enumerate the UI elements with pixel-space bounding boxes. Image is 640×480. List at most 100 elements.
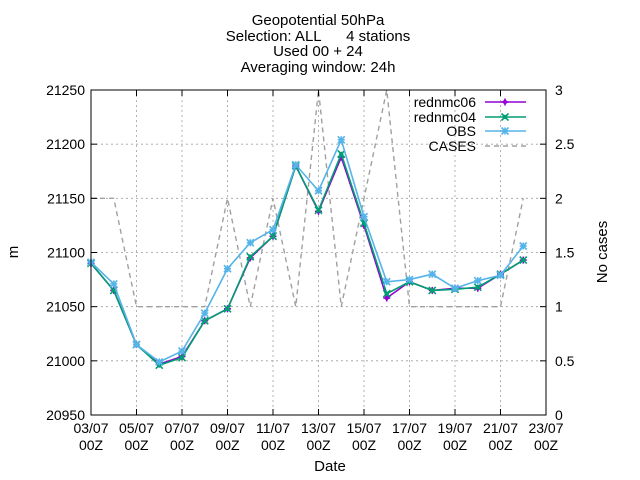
marker-stroke xyxy=(314,186,323,195)
marker-dot xyxy=(502,114,508,120)
x-tick-label-date: 11/07 xyxy=(256,420,290,436)
data-point xyxy=(500,126,510,136)
data-point xyxy=(291,160,300,169)
marker-dot xyxy=(225,306,230,312)
data-point xyxy=(200,309,209,318)
axis-layer: 20950 21000 21050 21100 21150 21200 21250 0 0.5 1… xyxy=(46,82,575,453)
marker-stroke xyxy=(268,225,278,234)
x-tick-label-hour: 00Z xyxy=(124,437,149,453)
y2-tick-label: 3 xyxy=(555,82,563,98)
data-point xyxy=(109,279,118,288)
x-tick-label-date: 19/07 xyxy=(437,420,472,436)
data-point xyxy=(314,186,323,195)
x-tick-label-date: 07/07 xyxy=(164,420,199,436)
data-point xyxy=(223,264,232,273)
marker-stroke xyxy=(223,264,232,273)
data-point xyxy=(450,284,460,293)
data-point xyxy=(155,357,164,366)
marker-stroke xyxy=(337,135,346,144)
x-tick-label-hour: 00Z xyxy=(352,437,377,453)
data-point xyxy=(496,271,505,280)
marker-stroke xyxy=(428,270,437,279)
marker-stroke xyxy=(155,357,164,366)
series-rednmc06 xyxy=(87,153,527,368)
x-tick-label-hour: 00Z xyxy=(488,437,513,453)
series-layer xyxy=(86,89,528,370)
marker-dot xyxy=(339,151,344,157)
y2-tick-label: 0.5 xyxy=(555,353,575,369)
legend-entry-rednmc04: rednmc04 xyxy=(414,109,526,125)
data-point xyxy=(223,304,232,313)
marker-dot xyxy=(111,288,116,293)
y-tick-label: 21150 xyxy=(47,190,85,206)
legend-label: rednmc06 xyxy=(414,94,476,110)
data-point xyxy=(500,112,510,122)
marker-stroke xyxy=(291,160,300,169)
marker-dot xyxy=(179,355,185,360)
marker-stroke xyxy=(109,279,118,288)
data-point xyxy=(519,256,528,265)
chart-title-line-1: Geopotential 50hPa xyxy=(251,12,385,29)
marker-dot xyxy=(521,257,526,263)
legend-label: rednmc04 xyxy=(414,109,476,125)
x-tick-label-date: 15/07 xyxy=(346,420,381,436)
marker-stroke xyxy=(473,276,482,285)
data-point xyxy=(177,353,187,362)
x-axis-label: Date xyxy=(314,458,346,475)
marker-dot xyxy=(270,234,276,239)
y-tick-label: 21200 xyxy=(46,136,85,152)
x-tick-label-date: 23/07 xyxy=(528,420,563,436)
marker-dot xyxy=(202,318,207,323)
marker-stroke xyxy=(382,277,391,286)
data-point xyxy=(337,149,346,158)
marker-stroke xyxy=(500,126,510,136)
x-tick-label-date: 17/07 xyxy=(392,420,427,436)
y2-tick-label: 2.5 xyxy=(555,136,575,152)
y-tick-label: 21050 xyxy=(46,299,85,315)
y2-tick-label: 1.5 xyxy=(555,245,575,261)
x-tick-label-hour: 00Z xyxy=(170,437,195,453)
data-point xyxy=(268,232,278,241)
legend-entry-obs: OBS xyxy=(446,123,526,139)
chart-title-line-4: Averaging window: 24h xyxy=(240,59,396,76)
data-point xyxy=(359,212,369,221)
x-tick-label-date: 09/07 xyxy=(210,420,245,436)
data-point xyxy=(246,238,255,247)
x-tick-label-date: 13/07 xyxy=(301,420,336,436)
marker-stroke xyxy=(246,238,255,247)
data-point xyxy=(337,135,346,144)
data-point xyxy=(246,252,255,261)
marker-stroke xyxy=(519,241,528,251)
y-tick-label: 21250 xyxy=(46,82,85,98)
marker-dot xyxy=(384,291,389,296)
marker-stroke xyxy=(200,309,209,318)
legend-label: OBS xyxy=(446,123,476,139)
x-tick-label-hour: 00Z xyxy=(261,437,286,453)
y-axis-label: m xyxy=(5,246,22,259)
marker-stroke xyxy=(132,340,141,349)
x-tick-label-hour: 00Z xyxy=(397,437,422,453)
data-point xyxy=(501,98,509,106)
y2-tick-label: 1 xyxy=(555,299,563,315)
data-point xyxy=(473,276,482,285)
x-tick-label-hour: 00Z xyxy=(79,437,104,453)
y2-axis-label: No cases xyxy=(594,221,611,284)
marker-stroke xyxy=(359,212,369,221)
marker-dot xyxy=(475,284,480,290)
data-point xyxy=(473,283,482,292)
x-tick-label-date: 05/07 xyxy=(119,420,154,436)
data-point xyxy=(382,277,391,286)
y-tick-label: 21000 xyxy=(46,353,85,369)
series-cases xyxy=(91,89,524,308)
data-point xyxy=(268,225,278,234)
marker-stroke xyxy=(450,284,460,293)
series-line-obs xyxy=(90,137,524,363)
x-tick-label-hour: 00Z xyxy=(306,437,331,453)
legend-entry-cases: CASES xyxy=(429,138,526,154)
y2-tick-label: 2 xyxy=(555,190,563,206)
marker-stroke xyxy=(405,275,414,284)
y-tick-label: 21100 xyxy=(47,245,85,261)
x-tick-label-hour: 00Z xyxy=(215,437,240,453)
data-point xyxy=(519,241,528,251)
series-line-cases xyxy=(91,89,524,308)
